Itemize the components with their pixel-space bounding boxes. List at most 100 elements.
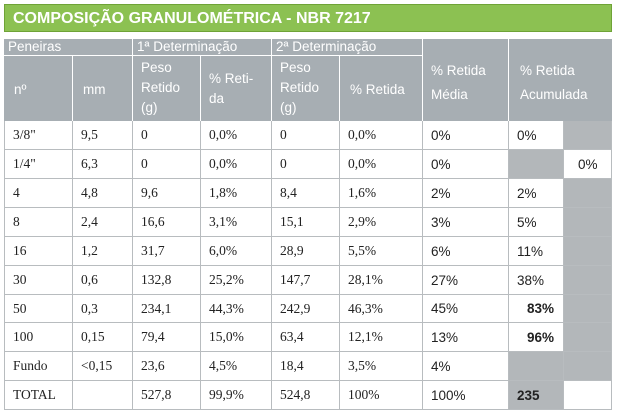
cell-r1: 6,0% <box>201 237 272 266</box>
header-peneiras: Peneiras <box>4 39 133 56</box>
cell-r2: 3,5% <box>340 352 423 381</box>
cell-p2: 0 <box>272 121 340 150</box>
cell-p1: 132,8 <box>133 266 201 295</box>
table-row: 50 0,3 234,1 44,3% 242,9 46,3% 45% 83% <box>4 295 612 323</box>
table-row: 100 0,15 79,4 15,0% 63,4 12,1% 13% 96% <box>4 323 612 352</box>
cell-extra <box>564 121 612 150</box>
header-line: (g) <box>280 100 297 115</box>
cell-extra <box>564 208 612 237</box>
cell-mm: 1,2 <box>73 237 133 266</box>
cell-mm <box>73 381 133 410</box>
cell-r2: 28,1% <box>340 266 423 295</box>
cell-media: 27% <box>423 266 509 295</box>
cell-no: 100 <box>4 323 73 352</box>
header-line: Acumulada <box>520 87 588 102</box>
cell-p1: 234,1 <box>133 295 201 323</box>
cell-p1: 31,7 <box>133 237 201 266</box>
header-line: Retido <box>141 80 181 95</box>
cell-no: 16 <box>4 237 73 266</box>
header-peso-retido-2: Peso Retido (g) <box>272 56 340 121</box>
cell-acum: 235 <box>509 381 564 410</box>
cell-mm: 0,15 <box>73 323 133 352</box>
cell-mm: 0,6 <box>73 266 133 295</box>
cell-acum: 38% <box>509 266 564 295</box>
header-pct-retida-1: % Reti- da <box>201 56 272 121</box>
cell-p1: 0 <box>133 121 201 150</box>
cell-media: 2% <box>423 179 509 208</box>
cell-p2: 63,4 <box>272 323 340 352</box>
cell-r2: 12,1% <box>340 323 423 352</box>
cell-media: 3% <box>423 208 509 237</box>
cell-media: 100% <box>423 381 509 410</box>
cell-extra <box>564 381 612 410</box>
cell-acum: 0% <box>509 121 564 150</box>
cell-p2: 8,4 <box>272 179 340 208</box>
cell-p1: 16,6 <box>133 208 201 237</box>
cell-media: 4% <box>423 352 509 381</box>
cell-p2: 18,4 <box>272 352 340 381</box>
cell-r1: 15,0% <box>201 323 272 352</box>
cell-r2: 2,9% <box>340 208 423 237</box>
cell-r2: 100% <box>340 381 423 410</box>
table-row: 1/4" 6,3 0 0,0% 0 0,0% 0% 0% <box>4 150 612 179</box>
header-line: Peso <box>280 60 311 75</box>
header-line: % Reti- <box>209 71 254 86</box>
header-line: Média <box>431 87 468 102</box>
header-line: Peso <box>141 60 172 75</box>
cell-acum: 96% <box>509 323 564 352</box>
header-mm: mm <box>73 56 133 121</box>
table-row: 3/8" 9,5 0 0,0% 0 0,0% 0% 0% <box>4 121 612 150</box>
cell-media: 45% <box>423 295 509 323</box>
cell-r1: 25,2% <box>201 266 272 295</box>
cell-r2: 46,3% <box>340 295 423 323</box>
header-media: % Retida Média <box>423 39 509 121</box>
header-peso-retido-1: Peso Retido (g) <box>133 56 201 121</box>
table-row: 8 2,4 16,6 3,1% 15,1 2,9% 3% 5% <box>4 208 612 237</box>
cell-no: 4 <box>4 179 73 208</box>
header-line: % Retida <box>520 63 575 78</box>
cell-mm: 0,3 <box>73 295 133 323</box>
cell-acum: 11% <box>509 237 564 266</box>
table-row: 16 1,2 31,7 6,0% 28,9 5,5% 6% 11% <box>4 237 612 266</box>
cell-r1: 4,5% <box>201 352 272 381</box>
cell-p1: 0 <box>133 150 201 179</box>
cell-extra <box>564 295 612 323</box>
cell-extra <box>564 352 612 381</box>
cell-mm: 2,4 <box>73 208 133 237</box>
cell-no: 30 <box>4 266 73 295</box>
cell-media: 13% <box>423 323 509 352</box>
table-row: TOTAL 527,8 99,9% 524,8 100% 100% 235 <box>4 381 612 410</box>
cell-no: 8 <box>4 208 73 237</box>
header-line: da <box>209 91 225 106</box>
cell-acum <box>509 150 564 179</box>
cell-r1: 1,8% <box>201 179 272 208</box>
header-line: Retido <box>280 80 320 95</box>
cell-r1: 0,0% <box>201 121 272 150</box>
cell-r1: 0,0% <box>201 150 272 179</box>
table-title: COMPOSIÇÃO GRANULOMÉTRICA - NBR 7217 <box>4 4 612 32</box>
header-acumulada: % Retida Acumulada <box>509 39 612 121</box>
cell-r2: 0,0% <box>340 121 423 150</box>
cell-media: 0% <box>423 150 509 179</box>
cell-acum: 2% <box>509 179 564 208</box>
cell-no: TOTAL <box>4 381 73 410</box>
cell-r2: 1,6% <box>340 179 423 208</box>
cell-extra <box>564 266 612 295</box>
cell-p1: 9,6 <box>133 179 201 208</box>
cell-r1: 44,3% <box>201 295 272 323</box>
cell-r2: 5,5% <box>340 237 423 266</box>
cell-p2: 524,8 <box>272 381 340 410</box>
cell-no: Fundo <box>4 352 73 381</box>
cell-acum: 5% <box>509 208 564 237</box>
cell-mm: 4,8 <box>73 179 133 208</box>
cell-p2: 28,9 <box>272 237 340 266</box>
table-row: Fundo <0,15 23,6 4,5% 18,4 3,5% 4% <box>4 352 612 381</box>
cell-extra <box>564 179 612 208</box>
cell-r2: 0,0% <box>340 150 423 179</box>
cell-p1: 79,4 <box>133 323 201 352</box>
cell-media: 0% <box>423 121 509 150</box>
cell-p2: 242,9 <box>272 295 340 323</box>
cell-media: 6% <box>423 237 509 266</box>
header-pct-retida-2: % Retida <box>340 56 423 121</box>
cell-mm: <0,15 <box>73 352 133 381</box>
